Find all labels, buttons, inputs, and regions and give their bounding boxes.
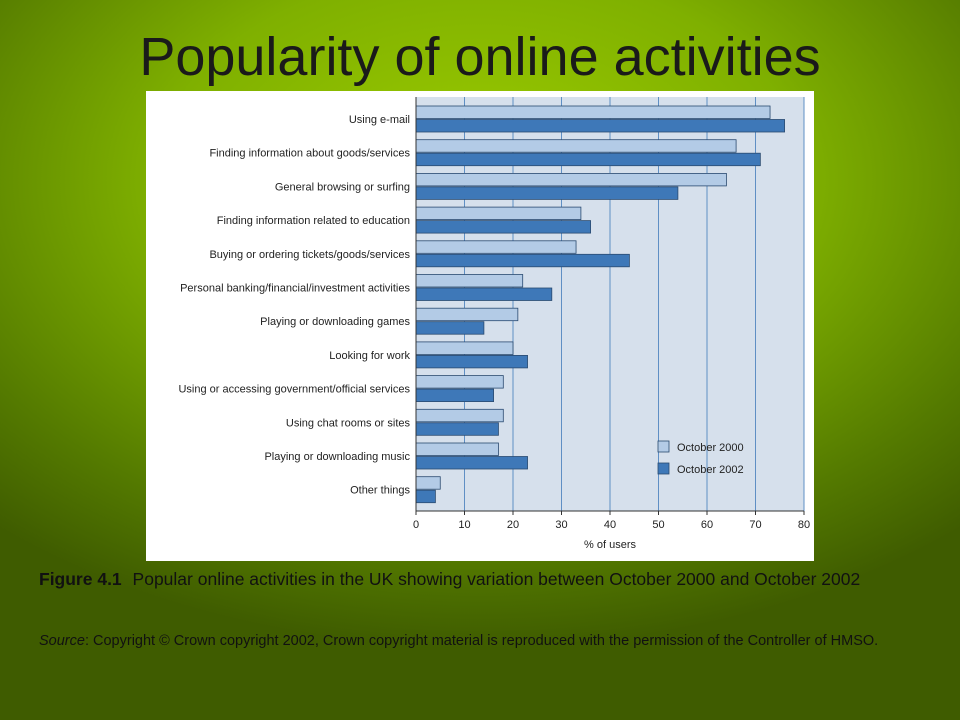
category-label: Other things (350, 485, 410, 497)
bar-chart: Using e-mail Finding information about go… (178, 97, 810, 551)
category-label: Using chat rooms or sites (286, 417, 411, 429)
source-label: Source (39, 633, 85, 649)
bar (415, 321, 485, 335)
category-label: Using or accessing government/official s… (178, 384, 410, 396)
bar (415, 408, 504, 423)
bar (415, 152, 761, 167)
category-label: Looking for work (329, 350, 410, 362)
category-label: Finding information related to education (217, 215, 410, 227)
category-label: Playing or downloading music (264, 451, 410, 463)
legend-swatch (657, 462, 670, 475)
bar (415, 186, 679, 200)
x-tick-label: 70 (749, 519, 761, 531)
figure-caption-text: Popular online activities in the UK show… (132, 569, 861, 589)
bar (415, 253, 630, 268)
category-label: Finding information about goods/services (209, 148, 410, 160)
legend-label: October 2000 (677, 442, 744, 454)
bar (415, 422, 499, 436)
category-label: Playing or downloading games (260, 316, 410, 328)
x-tick-label: 50 (652, 519, 664, 531)
x-tick-label: 60 (701, 519, 713, 531)
x-tick-label: 40 (604, 519, 616, 531)
category-label: Using e-mail (349, 114, 410, 126)
bar (415, 206, 582, 220)
bar (415, 341, 514, 355)
category-label: General browsing or surfing (275, 181, 410, 193)
bar (415, 139, 737, 153)
bar (415, 375, 504, 389)
bar (415, 220, 592, 234)
bar (415, 388, 494, 403)
legend-swatch (657, 440, 670, 453)
category-label: Personal banking/financial/investment ac… (180, 283, 410, 295)
figure-caption: Figure 4.1 Popular online activities in … (39, 568, 919, 590)
x-tick-label: 10 (458, 519, 470, 531)
chart-panel: Using e-mail Finding information about go… (146, 91, 814, 561)
x-tick-label: 0 (413, 519, 419, 531)
slide-title: Popularity of online activities (139, 27, 821, 87)
bar (415, 274, 524, 288)
bar (415, 105, 771, 119)
figure-number: Figure 4.1 (39, 569, 122, 589)
x-axis-title: % of users (584, 539, 636, 551)
bar (415, 307, 519, 322)
bar (415, 119, 786, 133)
bar (415, 489, 436, 504)
source-text: : Copyright © Crown copyright 2002, Crow… (84, 633, 879, 649)
x-tick-label: 30 (555, 519, 567, 531)
bar (415, 476, 441, 490)
bar (415, 173, 727, 187)
bar (415, 442, 499, 456)
bar (415, 287, 553, 301)
x-tick-label: 20 (507, 519, 519, 531)
source-note: Source: Copyright © Crown copyright 2002… (39, 632, 919, 651)
bar (415, 354, 528, 369)
bar (415, 240, 577, 254)
legend-label: October 2002 (677, 464, 744, 476)
bar (415, 456, 528, 470)
x-tick-label: 80 (798, 519, 810, 531)
category-label: Buying or ordering tickets/goods/service… (209, 249, 410, 261)
